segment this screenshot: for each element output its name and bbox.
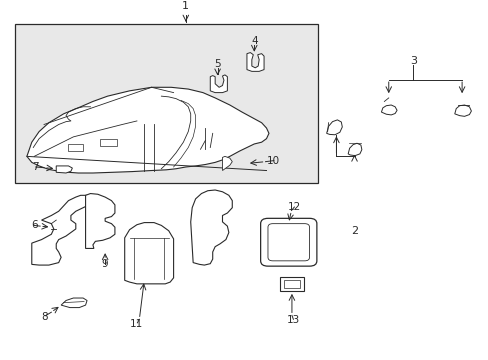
Polygon shape	[454, 105, 470, 116]
Text: 8: 8	[41, 312, 48, 322]
Polygon shape	[61, 298, 87, 307]
Polygon shape	[210, 75, 227, 93]
Polygon shape	[100, 139, 117, 146]
Text: 6: 6	[31, 220, 38, 230]
Text: 3: 3	[409, 56, 416, 66]
Polygon shape	[190, 190, 232, 265]
Polygon shape	[56, 166, 72, 173]
Polygon shape	[246, 53, 264, 71]
Polygon shape	[381, 105, 396, 115]
Text: 4: 4	[250, 36, 257, 46]
Polygon shape	[326, 120, 342, 135]
Polygon shape	[222, 156, 232, 171]
Polygon shape	[85, 194, 115, 248]
Text: 10: 10	[266, 156, 279, 166]
Text: 2: 2	[350, 226, 357, 236]
FancyBboxPatch shape	[260, 218, 316, 266]
Polygon shape	[32, 195, 90, 265]
Polygon shape	[27, 87, 268, 173]
Polygon shape	[347, 143, 361, 156]
Bar	[283, 280, 300, 288]
Polygon shape	[68, 144, 83, 151]
FancyBboxPatch shape	[267, 224, 309, 261]
Bar	[15, 23, 317, 183]
Bar	[279, 278, 304, 291]
Text: 7: 7	[32, 162, 39, 172]
Text: 12: 12	[287, 202, 301, 212]
Text: 11: 11	[130, 319, 143, 329]
Polygon shape	[124, 222, 173, 284]
Text: 9: 9	[102, 259, 108, 269]
Text: 5: 5	[214, 59, 221, 69]
Text: 13: 13	[286, 315, 300, 325]
Text: 1: 1	[182, 1, 189, 11]
